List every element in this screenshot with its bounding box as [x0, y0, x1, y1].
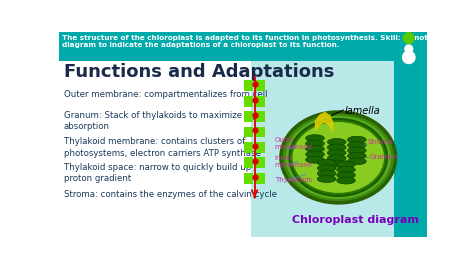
Ellipse shape	[317, 165, 336, 172]
Ellipse shape	[306, 135, 324, 142]
Bar	[251, 55, 427, 260]
Bar	[256, 80, 265, 91]
Ellipse shape	[328, 149, 346, 156]
Ellipse shape	[347, 142, 366, 149]
Ellipse shape	[337, 172, 356, 178]
Ellipse shape	[317, 176, 336, 182]
Text: Chloroplast diagram: Chloroplast diagram	[292, 215, 419, 225]
Bar	[256, 173, 265, 184]
Ellipse shape	[347, 136, 366, 143]
Ellipse shape	[347, 152, 366, 159]
Ellipse shape	[306, 146, 324, 152]
Circle shape	[405, 45, 413, 53]
Ellipse shape	[347, 158, 366, 165]
Bar	[244, 80, 253, 91]
Ellipse shape	[328, 160, 346, 167]
Bar	[394, 32, 427, 237]
Ellipse shape	[292, 122, 384, 193]
Ellipse shape	[306, 151, 324, 158]
Text: Granum: Stack of thylakoids to maximize light
absorption: Granum: Stack of thylakoids to maximize …	[64, 111, 264, 131]
Circle shape	[403, 33, 414, 43]
Text: Inner
membrane: Inner membrane	[275, 155, 313, 168]
Text: Stroma: Stroma	[368, 139, 393, 145]
Text: Outer membrane: compartmentalizes from cell: Outer membrane: compartmentalizes from c…	[64, 90, 267, 99]
Bar	[256, 96, 265, 107]
Ellipse shape	[290, 119, 387, 196]
Ellipse shape	[285, 116, 391, 199]
Circle shape	[402, 51, 415, 64]
Text: Granum: Granum	[369, 155, 398, 160]
Bar	[244, 142, 253, 153]
Bar	[244, 157, 253, 168]
Ellipse shape	[306, 156, 324, 163]
Bar	[244, 173, 253, 184]
Ellipse shape	[337, 166, 356, 173]
Ellipse shape	[337, 161, 356, 168]
Bar	[244, 127, 253, 138]
Bar	[244, 111, 253, 122]
Bar	[256, 111, 265, 122]
Ellipse shape	[328, 139, 346, 146]
Bar	[59, 61, 251, 237]
Ellipse shape	[328, 144, 346, 151]
Bar	[256, 142, 265, 153]
Ellipse shape	[317, 159, 336, 166]
Text: The structure of the chloroplast is adapted to its function in photosynthesis. S: The structure of the chloroplast is adap…	[63, 35, 467, 48]
Bar	[244, 96, 253, 107]
Text: Thylakoid membrane: contains clusters of
photosystems, electron carriers ATP syn: Thylakoid membrane: contains clusters of…	[64, 138, 261, 157]
Bar	[256, 127, 265, 138]
Text: Stroma: contains the enzymes of the calvin cycle: Stroma: contains the enzymes of the calv…	[64, 190, 277, 199]
Ellipse shape	[281, 112, 396, 203]
Bar	[256, 157, 265, 168]
Ellipse shape	[347, 147, 366, 154]
Ellipse shape	[306, 140, 324, 147]
Ellipse shape	[328, 155, 346, 162]
Text: Outer
membrane: Outer membrane	[275, 137, 313, 150]
Ellipse shape	[337, 177, 356, 184]
Text: Thylakoids: Thylakoids	[275, 177, 312, 183]
Text: Functions and Adaptations: Functions and Adaptations	[64, 63, 334, 81]
Text: lamella: lamella	[345, 106, 380, 116]
Bar	[59, 32, 394, 61]
Ellipse shape	[317, 170, 336, 177]
Text: Thylakoid space: narrow to quickly build up
proton gradient: Thylakoid space: narrow to quickly build…	[64, 163, 251, 183]
